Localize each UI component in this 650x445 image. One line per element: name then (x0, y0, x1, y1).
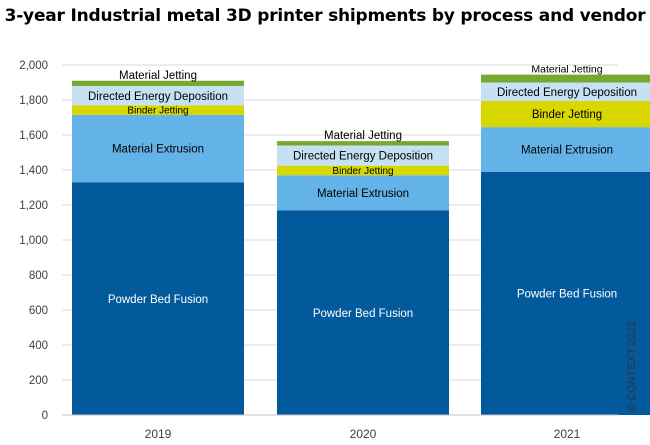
y-tick-label: 200 (29, 375, 48, 387)
y-tick-label: 1,800 (19, 95, 48, 107)
segment-label: Binder Jetting (532, 109, 602, 121)
y-tick-label: 0 (42, 410, 48, 422)
segment-label: Powder Bed Fusion (517, 289, 617, 301)
y-tick-label: 800 (29, 270, 48, 282)
bar-segment (277, 210, 449, 415)
segment-label: Powder Bed Fusion (108, 294, 208, 306)
bar-segment (481, 127, 650, 172)
y-tick-label: 1,200 (19, 200, 48, 212)
segment-label: Directed Energy Deposition (293, 151, 433, 163)
x-tick-label: 2021 (554, 427, 581, 441)
segment-label: Material Extrusion (521, 145, 613, 157)
bars (72, 74, 650, 415)
y-tick-label: 2,000 (19, 60, 48, 72)
bar-segment (481, 100, 650, 128)
bar-segment (72, 114, 244, 183)
bar-segment (481, 171, 650, 415)
y-tick-label: 1,600 (19, 130, 48, 142)
y-tick-label: 600 (29, 305, 48, 317)
chart-title: 3-year Industrial metal 3D printer shipm… (4, 6, 646, 26)
bar-segment (72, 182, 244, 415)
bar-segment (277, 175, 449, 211)
segment-label: Material Jetting (324, 130, 402, 142)
segment-label: Material Jetting (119, 70, 197, 82)
bar-segment (481, 74, 650, 83)
bar-segment (72, 80, 244, 86)
segment-label: Directed Energy Deposition (88, 91, 228, 103)
segment-label: Powder Bed Fusion (313, 308, 413, 320)
bar-segment (277, 145, 449, 166)
segment-label: Material Jetting (531, 64, 602, 76)
y-tick-label: 1,000 (19, 235, 48, 247)
segment-label: Material Extrusion (317, 188, 409, 200)
x-tick-label: 2019 (145, 427, 172, 441)
segment-label: Directed Energy Deposition (497, 87, 637, 99)
bar-segment (277, 165, 449, 176)
bar-segment (481, 82, 650, 101)
copyright-text: © CONTEXT 2022 (626, 320, 638, 412)
y-tick-label: 1,400 (19, 165, 48, 177)
bar-segment (277, 141, 449, 146)
x-tick-label: 2020 (350, 427, 377, 441)
y-tick-label: 400 (29, 340, 48, 352)
bar-segment (72, 105, 244, 115)
segment-label: Material Extrusion (112, 144, 204, 156)
axes: 0 200 400 600 800 1,000 1,200 1,400 1,600 1,800 2,… (19, 60, 618, 441)
segment-labels: Powder Bed Fusion Material Extrusion Binde… (88, 64, 637, 320)
segment-label: Binder Jetting (127, 106, 188, 117)
segment-label: Binder Jetting (332, 166, 393, 177)
bar-segment (72, 86, 244, 106)
